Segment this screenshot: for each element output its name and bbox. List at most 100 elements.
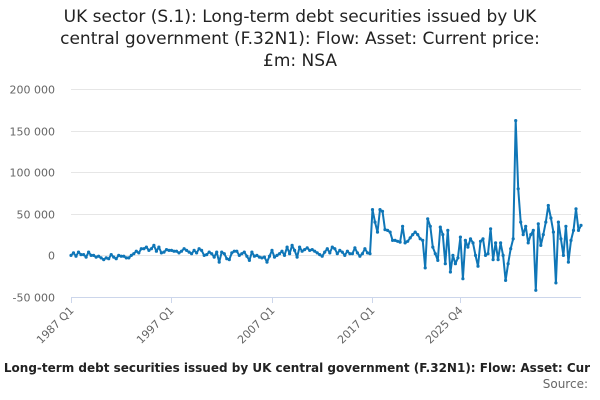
data-point[interactable]: [112, 255, 116, 259]
data-point[interactable]: [338, 248, 342, 252]
data-point[interactable]: [280, 249, 284, 253]
data-point[interactable]: [74, 254, 78, 258]
data-point[interactable]: [220, 250, 224, 254]
data-point[interactable]: [129, 253, 133, 257]
data-point[interactable]: [159, 251, 163, 255]
data-point[interactable]: [215, 250, 219, 254]
data-point[interactable]: [426, 217, 430, 221]
data-point[interactable]: [157, 245, 161, 249]
data-point[interactable]: [288, 252, 292, 256]
data-point[interactable]: [94, 255, 98, 259]
data-point[interactable]: [335, 252, 339, 256]
data-point[interactable]: [89, 253, 93, 257]
data-point[interactable]: [290, 243, 294, 247]
data-point[interactable]: [174, 249, 179, 253]
data-point[interactable]: [182, 247, 186, 251]
data-point[interactable]: [122, 254, 126, 258]
data-point[interactable]: [325, 247, 329, 251]
data-point[interactable]: [355, 251, 359, 255]
data-point[interactable]: [230, 251, 234, 255]
data-point[interactable]: [200, 248, 204, 252]
data-point[interactable]: [295, 255, 299, 259]
data-point[interactable]: [511, 237, 515, 241]
data-point[interactable]: [576, 228, 581, 232]
data-point[interactable]: [242, 250, 246, 254]
data-point[interactable]: [99, 256, 103, 260]
data-point[interactable]: [92, 253, 96, 257]
data-point[interactable]: [227, 258, 231, 262]
data-point[interactable]: [486, 252, 490, 256]
data-point[interactable]: [195, 251, 199, 255]
data-point[interactable]: [303, 248, 307, 252]
data-point[interactable]: [197, 247, 201, 251]
data-point[interactable]: [418, 237, 422, 241]
data-point[interactable]: [423, 266, 427, 270]
data-point[interactable]: [546, 203, 550, 208]
data-point[interactable]: [76, 250, 81, 254]
data-point[interactable]: [554, 281, 558, 285]
data-point[interactable]: [391, 238, 395, 242]
data-point[interactable]: [225, 257, 229, 261]
data-point[interactable]: [441, 233, 445, 237]
data-point[interactable]: [117, 253, 121, 257]
data-point[interactable]: [149, 247, 153, 251]
data-point[interactable]: [320, 254, 324, 258]
data-point[interactable]: [119, 254, 123, 258]
data-point[interactable]: [438, 225, 442, 229]
data-point[interactable]: [300, 249, 304, 253]
data-point[interactable]: [443, 262, 447, 266]
data-point[interactable]: [190, 252, 194, 256]
data-point[interactable]: [471, 241, 475, 245]
data-point[interactable]: [272, 255, 277, 259]
data-point[interactable]: [368, 252, 372, 256]
data-point[interactable]: [71, 251, 76, 255]
data-point[interactable]: [308, 248, 312, 252]
data-point[interactable]: [579, 223, 583, 227]
legend[interactable]: Long-term debt securities issued by UK c…: [0, 361, 600, 375]
data-point[interactable]: [69, 253, 73, 257]
data-point[interactable]: [370, 208, 375, 212]
data-point[interactable]: [494, 241, 498, 245]
data-point[interactable]: [504, 278, 508, 282]
data-point[interactable]: [506, 262, 510, 266]
data-point[interactable]: [574, 207, 578, 211]
series-line[interactable]: [70, 119, 582, 292]
data-point[interactable]: [82, 253, 86, 257]
data-point[interactable]: [446, 228, 450, 232]
data-point[interactable]: [87, 250, 91, 254]
data-point[interactable]: [212, 255, 216, 259]
data-point[interactable]: [240, 252, 244, 256]
data-point[interactable]: [172, 249, 176, 253]
data-point[interactable]: [222, 252, 226, 256]
data-point[interactable]: [473, 253, 478, 257]
data-point[interactable]: [79, 253, 83, 257]
data-point[interactable]: [514, 119, 518, 123]
data-point[interactable]: [531, 228, 535, 232]
data-point[interactable]: [363, 247, 367, 251]
data-point[interactable]: [177, 251, 181, 255]
data-point[interactable]: [97, 254, 101, 258]
data-point[interactable]: [509, 247, 513, 251]
data-point[interactable]: [491, 258, 495, 262]
data-point[interactable]: [358, 254, 362, 258]
data-point[interactable]: [134, 249, 138, 253]
data-point[interactable]: [375, 230, 380, 234]
data-point[interactable]: [282, 253, 287, 257]
data-point[interactable]: [403, 241, 407, 245]
data-point[interactable]: [305, 246, 309, 250]
data-point[interactable]: [330, 245, 334, 249]
data-point[interactable]: [544, 220, 548, 224]
data-point[interactable]: [448, 270, 452, 274]
data-point[interactable]: [529, 233, 533, 237]
data-point[interactable]: [152, 243, 156, 247]
data-point[interactable]: [456, 256, 460, 260]
data-point[interactable]: [433, 252, 437, 256]
data-point[interactable]: [468, 237, 473, 241]
data-point[interactable]: [340, 250, 344, 254]
data-point[interactable]: [107, 257, 111, 261]
data-point[interactable]: [499, 241, 503, 245]
data-point[interactable]: [501, 253, 505, 257]
data-point[interactable]: [315, 251, 319, 255]
data-point[interactable]: [185, 248, 189, 252]
data-point[interactable]: [318, 253, 322, 257]
